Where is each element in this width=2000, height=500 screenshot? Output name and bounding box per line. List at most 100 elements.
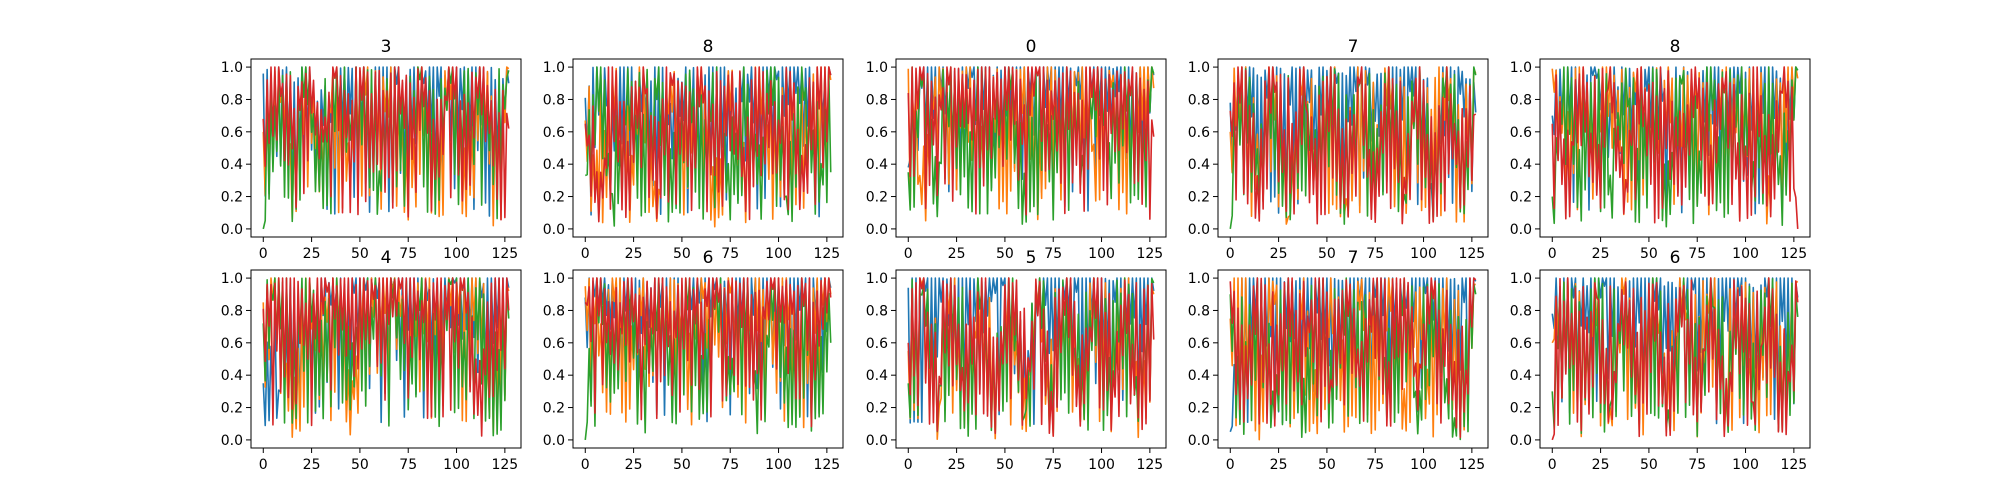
y-tick-label: 0.2 (866, 401, 888, 417)
subplot-6: 0 25 50 75 100 125 0.0 0.2 0.4 0.6 0.8 1.0 4 (221, 248, 522, 473)
series-group (584, 66, 832, 228)
x-tick-label: 75 (1688, 457, 1706, 473)
y-tick-label: 1.0 (1510, 271, 1532, 287)
x-tick-label: 100 (1732, 246, 1759, 262)
x-tick-label: 0 (1548, 246, 1557, 262)
y-tick-label: 0.6 (221, 336, 243, 352)
axes-frame (1539, 58, 1811, 238)
subplot-title: 0 (1026, 37, 1037, 57)
series-line-4 (584, 277, 832, 428)
subplot-4: 0 25 50 75 100 125 0.0 0.2 0.4 0.6 0.8 1.0 7 (1188, 37, 1489, 262)
x-tick-label: 25 (303, 457, 321, 473)
x-tick-label: 75 (1044, 457, 1062, 473)
y-tick-label: 0.2 (543, 401, 565, 417)
y-tick-label: 0.0 (866, 222, 888, 238)
y-tick-label: 0.6 (866, 125, 888, 141)
x-tick-label: 125 (1136, 457, 1163, 473)
y-tick-label: 0.6 (1510, 336, 1532, 352)
series-line-4 (1229, 66, 1477, 225)
y-tick-label: 0.2 (866, 190, 888, 206)
y-tick-label: 0.2 (221, 190, 243, 206)
y-tick-label: 0.6 (543, 125, 565, 141)
x-tick-label: 50 (351, 457, 369, 473)
x-tick-label: 125 (491, 246, 518, 262)
subplot-5: 0 25 50 75 100 125 0.0 0.2 0.4 0.6 0.8 1.0 8 (1510, 37, 1811, 262)
y-tick-label: 0.6 (866, 336, 888, 352)
y-tick-label: 0.8 (543, 303, 565, 319)
x-tick-label: 25 (1592, 457, 1610, 473)
y-tick-label: 0.6 (1188, 336, 1210, 352)
subplot-title: 6 (703, 248, 714, 268)
x-tick-label: 50 (673, 246, 691, 262)
series-line-4 (1551, 277, 1799, 441)
y-tick-label: 0.8 (866, 92, 888, 108)
y-tick-label: 0.0 (1510, 222, 1532, 238)
axes-frame (250, 58, 522, 238)
x-tick-label: 25 (1592, 246, 1610, 262)
x-tick-label: 100 (765, 246, 792, 262)
subplot-title: 6 (1670, 248, 1681, 268)
y-tick-label: 1.0 (543, 60, 565, 76)
x-tick-label: 125 (813, 457, 840, 473)
x-tick-label: 25 (948, 246, 966, 262)
subplot-3: 0 25 50 75 100 125 0.0 0.2 0.4 0.6 0.8 1.0 0 (866, 37, 1167, 262)
x-tick-label: 100 (443, 246, 470, 262)
y-tick-label: 1.0 (1188, 271, 1210, 287)
x-tick-label: 125 (1780, 457, 1807, 473)
x-tick-label: 75 (721, 457, 739, 473)
x-tick-label: 50 (1318, 457, 1336, 473)
series-group (262, 66, 510, 230)
x-tick-label: 100 (1410, 457, 1437, 473)
y-tick-label: 0.8 (543, 92, 565, 108)
y-tick-label: 0.6 (543, 336, 565, 352)
x-tick-label: 25 (948, 457, 966, 473)
y-tick-label: 0.0 (221, 222, 243, 238)
series-group (262, 277, 510, 438)
x-tick-label: 75 (1688, 246, 1706, 262)
series-line-4 (907, 277, 1155, 437)
axes-frame (572, 58, 844, 238)
y-tick-label: 0.8 (221, 92, 243, 108)
x-tick-label: 50 (1640, 246, 1658, 262)
x-tick-label: 0 (581, 246, 590, 262)
y-tick-label: 0.0 (1188, 433, 1210, 449)
series-line-2 (907, 66, 1155, 222)
series-line-4 (1229, 277, 1477, 439)
x-tick-label: 0 (581, 457, 590, 473)
subplot-title: 3 (381, 37, 392, 57)
subplot-7: 0 25 50 75 100 125 0.0 0.2 0.4 0.6 0.8 1.0 6 (543, 248, 844, 473)
subplot-title: 7 (1348, 37, 1359, 57)
y-tick-label: 0.0 (1510, 433, 1532, 449)
y-tick-label: 0.0 (866, 433, 888, 449)
y-tick-label: 0.2 (543, 190, 565, 206)
y-tick-label: 1.0 (866, 271, 888, 287)
x-tick-label: 75 (399, 246, 417, 262)
x-tick-label: 0 (904, 457, 913, 473)
y-tick-label: 0.2 (1510, 190, 1532, 206)
subplot-title: 5 (1026, 248, 1037, 268)
series-line-4 (907, 66, 1155, 220)
series-line-4 (262, 66, 510, 221)
x-tick-label: 0 (259, 246, 268, 262)
y-tick-label: 0.4 (543, 157, 565, 173)
y-tick-label: 0.8 (866, 303, 888, 319)
axes-frame (1539, 269, 1811, 449)
y-tick-label: 0.8 (1510, 92, 1532, 108)
subplot-10: 0 25 50 75 100 125 0.0 0.2 0.4 0.6 0.8 1.0 6 (1510, 248, 1811, 473)
x-tick-label: 100 (765, 457, 792, 473)
x-tick-label: 50 (996, 457, 1014, 473)
y-tick-label: 0.4 (543, 368, 565, 384)
x-tick-label: 25 (625, 246, 643, 262)
x-tick-label: 125 (1780, 246, 1807, 262)
y-tick-label: 0.4 (1510, 368, 1532, 384)
y-tick-label: 0.4 (866, 157, 888, 173)
y-tick-label: 1.0 (543, 271, 565, 287)
y-tick-label: 0.8 (1510, 303, 1532, 319)
y-tick-label: 0.2 (1188, 401, 1210, 417)
y-tick-label: 0.4 (1188, 157, 1210, 173)
x-tick-label: 25 (1270, 457, 1288, 473)
x-tick-label: 50 (673, 457, 691, 473)
x-tick-label: 0 (1226, 457, 1235, 473)
y-tick-label: 0.0 (1188, 222, 1210, 238)
